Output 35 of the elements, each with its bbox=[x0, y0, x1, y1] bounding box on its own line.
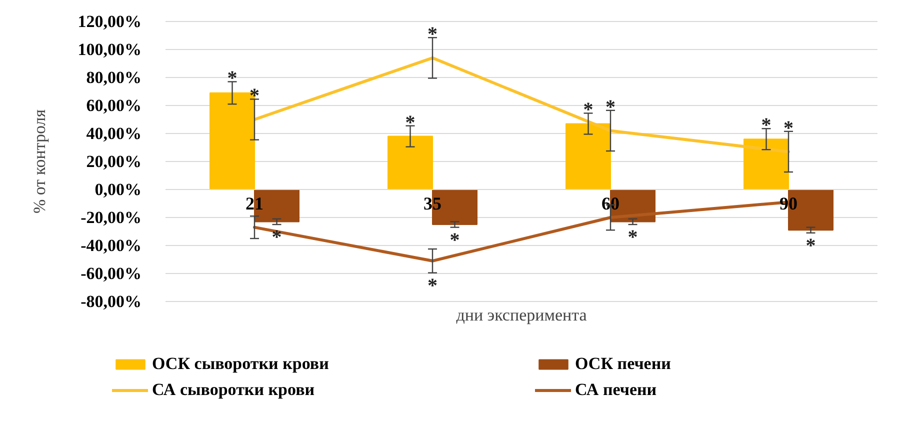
y-tick-label: -40,00% bbox=[80, 236, 142, 255]
bar bbox=[744, 138, 789, 190]
y-tick-label: -60,00% bbox=[80, 264, 142, 283]
y-tick-label: 0,00% bbox=[94, 180, 142, 199]
y-axis-title: % от контроля bbox=[30, 109, 49, 214]
y-tick-label: 100,00% bbox=[78, 40, 142, 59]
data-label: * bbox=[784, 117, 794, 140]
y-tick-label: 40,00% bbox=[86, 124, 142, 143]
y-tick-label: 60,00% bbox=[86, 96, 142, 115]
bar bbox=[388, 136, 433, 190]
data-label: * bbox=[450, 229, 460, 252]
data-label: * bbox=[405, 112, 416, 134]
x-axis-title: дни эксперимента bbox=[456, 306, 588, 324]
data-label: * bbox=[250, 85, 260, 108]
data-label: * bbox=[428, 274, 438, 297]
data-label: * bbox=[428, 24, 438, 46]
y-tick-label: 80,00% bbox=[86, 68, 142, 87]
data-label: * bbox=[606, 96, 616, 118]
legend-label: ОСК печени bbox=[575, 354, 671, 374]
y-tick-label: 120,00% bbox=[78, 12, 142, 31]
data-label: * bbox=[761, 114, 772, 137]
y-tick-label: 20,00% bbox=[86, 152, 142, 171]
y-tick-label: -20,00% bbox=[80, 208, 142, 227]
bar bbox=[566, 123, 611, 190]
x-tick-label: 90 bbox=[780, 194, 798, 214]
x-tick-label: 60 bbox=[602, 194, 620, 214]
data-label: * bbox=[806, 234, 816, 257]
data-label: * bbox=[628, 226, 638, 248]
legend-label: ОСК сыворотки крови bbox=[152, 354, 329, 374]
legend-label: СА сыворотки крови bbox=[152, 380, 315, 400]
data-label: * bbox=[583, 99, 594, 122]
y-tick-label: -80,00% bbox=[80, 292, 142, 311]
legend-label: СА печени bbox=[575, 380, 657, 400]
data-label: * bbox=[272, 226, 282, 248]
data-label: * bbox=[227, 68, 238, 90]
